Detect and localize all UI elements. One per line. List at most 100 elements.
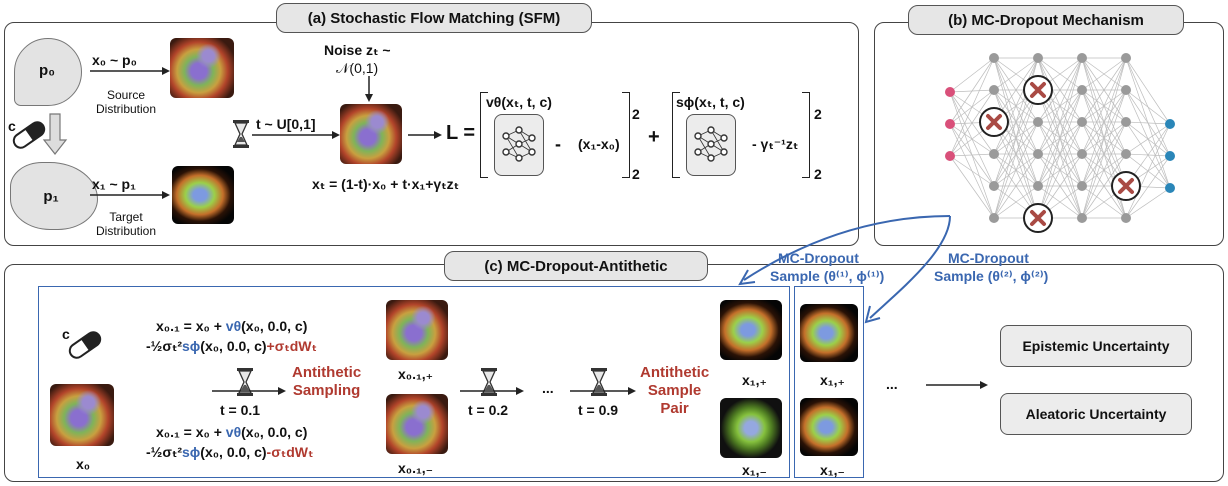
- hourglass-icon-t2: [481, 368, 497, 396]
- eq-plus-line1: x₀.₁ = x₀ + vθ(x₀, 0.0, c): [156, 318, 308, 334]
- bracket-left-2: [672, 92, 680, 178]
- s-network-icon: [694, 126, 728, 162]
- t2-label: t = 0.2: [468, 402, 509, 418]
- target-distribution-blob: [10, 162, 98, 230]
- dropout-x-icon: [986, 114, 1002, 130]
- mc-sample-2-line1: MC-Dropout: [948, 250, 1029, 266]
- hidden-node: [1121, 213, 1131, 223]
- bracket-right-2: [802, 92, 810, 178]
- exponent-bottom-2: 2: [814, 166, 822, 182]
- hidden-node: [989, 149, 999, 159]
- mc-sample-2-frame: [794, 286, 864, 478]
- epistemic-uncertainty-box: Epistemic Uncertainty: [1000, 325, 1192, 367]
- x1-arrow: [90, 191, 170, 199]
- down-arrow-icon: [42, 113, 68, 155]
- dropout-x-icon: [1030, 82, 1046, 98]
- x-diff-label: (x₁-x₀): [578, 136, 620, 152]
- time-sample-label: t ~ U[0,1]: [256, 116, 316, 132]
- x01-plus-label: x₀.₁,₊: [398, 366, 434, 382]
- pill-icon-c: [68, 331, 102, 359]
- mc-sample-1-line1: MC-Dropout: [778, 250, 859, 266]
- x1-plus-cell-image-b: [800, 304, 858, 362]
- xt-equation: xₜ = (1-t)·x₀ + t·x₁+γₜzₜ: [312, 176, 460, 192]
- x0-sample-label: x₀ ~ p₀: [92, 52, 137, 68]
- eq-plus-line2: -½σₜ²sϕ(x₀, 0.0, c)+σₜdWₜ: [146, 338, 317, 354]
- target-cell-image: [172, 166, 234, 224]
- xt-arrow: [408, 131, 442, 139]
- minus-operator: -: [555, 134, 561, 154]
- hidden-node: [989, 213, 999, 223]
- output-node: [1165, 183, 1175, 193]
- x01-minus-label: x₀.₁,₋: [398, 460, 434, 476]
- mc-sample-1-line2: Sample (θ⁽¹⁾, ϕ⁽¹⁾): [770, 268, 885, 284]
- panel-a-title: (a) Stochastic Flow Matching (SFM): [276, 3, 592, 33]
- hidden-node: [1121, 117, 1131, 127]
- hidden-node: [1077, 181, 1087, 191]
- panel-b-title: (b) MC-Dropout Mechanism: [908, 5, 1184, 35]
- x01-plus-cell-image: [386, 300, 448, 360]
- hidden-node: [1077, 149, 1087, 159]
- gamma-term-label: - γₜ⁻¹zₜ: [752, 136, 799, 152]
- source-distribution-label: Source Distribution: [95, 88, 157, 116]
- uncertainty-arrow: [926, 381, 988, 389]
- hidden-node: [989, 53, 999, 63]
- noise-label-line2: 𝒩(0,1): [336, 60, 379, 76]
- eq-minus-line2: -½σₜ²sϕ(x₀, 0.0, c)-σₜdWₜ: [146, 444, 314, 460]
- x1-plus-label-a: x₁,₊: [742, 372, 767, 388]
- hidden-node: [1033, 149, 1043, 159]
- hourglass-icon-t1: [237, 368, 253, 396]
- condition-label: c: [8, 118, 16, 134]
- t9-label: t = 0.9: [578, 402, 619, 418]
- loss-label: L =: [446, 122, 476, 144]
- x01-minus-cell-image: [386, 394, 448, 454]
- t9-arrow: [570, 387, 636, 395]
- x0-label: x₀: [76, 456, 91, 472]
- hidden-node: [1033, 53, 1043, 63]
- x1-minus-cell-image-a: [720, 398, 782, 458]
- noise-label-line1: Noise zₜ ~: [324, 42, 391, 58]
- dropout-x-icon: [1030, 210, 1046, 226]
- panel-c: [4, 264, 1224, 482]
- source-distribution-blob: [14, 38, 82, 106]
- hidden-node: [1077, 213, 1087, 223]
- output-node: [1165, 151, 1175, 161]
- p1-label: p₁: [43, 188, 59, 205]
- s-phi-network-box: [686, 114, 736, 176]
- x0-cell-image: [50, 384, 114, 446]
- hidden-node: [1033, 117, 1043, 127]
- v-network-icon: [502, 126, 536, 162]
- panel-c-title: (c) MC-Dropout-Antithetic: [444, 251, 708, 281]
- ellipsis-2: ...: [886, 376, 898, 392]
- hidden-node: [1121, 53, 1131, 63]
- t1-arrow: [212, 387, 286, 395]
- mc-sample-2-line2: Sample (θ⁽²⁾, ϕ⁽²⁾): [934, 268, 1049, 284]
- mc-dropout-network: [945, 53, 1175, 233]
- input-node: [945, 87, 955, 97]
- hidden-node: [989, 85, 999, 95]
- bracket-right-1: [622, 92, 630, 178]
- exponent-top-1: 2: [632, 106, 640, 122]
- noise-arrow: [365, 76, 373, 102]
- ellipsis-1: ...: [542, 380, 554, 396]
- bracket-left-1: [480, 92, 488, 178]
- time-arrow: [252, 131, 340, 139]
- hidden-node: [1121, 85, 1131, 95]
- input-node: [945, 119, 955, 129]
- exponent-top-2: 2: [814, 106, 822, 122]
- x1-minus-cell-image-b: [800, 398, 858, 456]
- hidden-node: [989, 181, 999, 191]
- output-node: [1165, 119, 1175, 129]
- x0-arrow: [90, 67, 170, 75]
- hourglass-icon: [233, 120, 249, 148]
- hidden-node: [1077, 117, 1087, 127]
- t2-arrow: [460, 387, 524, 395]
- c-condition-label: c: [62, 326, 70, 342]
- antithetic-frame: [38, 286, 790, 478]
- v-theta-label: vθ(xₜ, t, c): [486, 94, 552, 110]
- exponent-bottom-1: 2: [632, 166, 640, 182]
- hidden-node: [1077, 85, 1087, 95]
- x1-minus-label-a: x₁,₋: [742, 462, 767, 478]
- x1-minus-label-b: x₁,₋: [820, 462, 845, 478]
- aleatoric-uncertainty-box: Aleatoric Uncertainty: [1000, 393, 1192, 435]
- s-phi-label: sϕ(xₜ, t, c): [676, 94, 745, 110]
